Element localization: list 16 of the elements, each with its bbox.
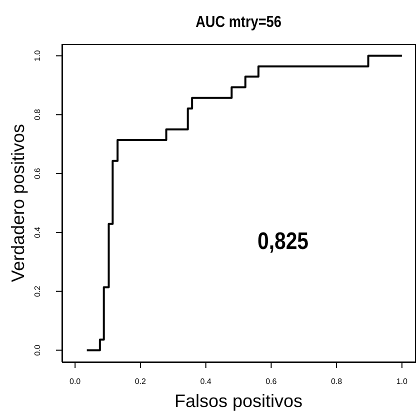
y-tick-label: 0.6 (33, 167, 42, 180)
y-axis-title: Verdadero positivos (8, 122, 29, 284)
x-axis-title: Falsos positivos (173, 391, 304, 412)
y-tick-label: 0.8 (33, 108, 42, 120)
chart-title: AUC mtry=56 (194, 14, 282, 32)
x-tick-label: 0.8 (330, 377, 343, 386)
x-tick-label: 0.0 (70, 377, 82, 386)
y-tick-label: 1.0 (33, 50, 42, 62)
x-tick-label: 0.6 (266, 377, 278, 386)
x-tick-label: 1.0 (396, 377, 408, 386)
y-tick-label: 0.0 (33, 344, 42, 356)
y-tick-label: 0.2 (33, 285, 42, 297)
y-tick-label: 0.4 (33, 226, 42, 238)
x-tick-label: 0.4 (200, 377, 212, 386)
annotation: 0,825 (256, 228, 310, 256)
x-tick-label: 0.2 (134, 377, 147, 386)
